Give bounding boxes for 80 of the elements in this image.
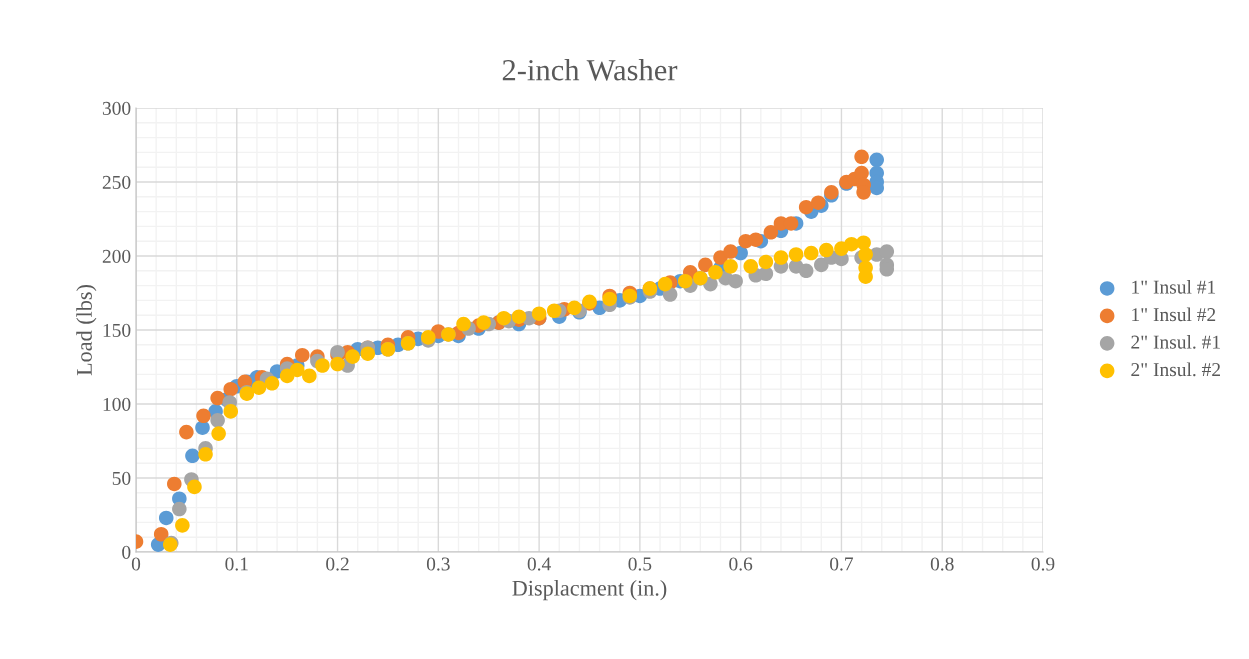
y-tick-label: 100: [103, 397, 131, 411]
point: [179, 424, 194, 440]
x-tick-label: 0.4: [527, 557, 551, 571]
point: [854, 165, 869, 181]
x-axis-title: Displacment (in.): [512, 580, 667, 601]
point: [814, 257, 829, 273]
legend-label: 2" Insul. #2: [1131, 362, 1220, 377]
point: [330, 356, 345, 372]
x-tick-label: 0: [131, 557, 141, 571]
x-tick-label: 0.1: [225, 557, 248, 571]
point: [158, 510, 174, 526]
x-tick-label: 0.6: [729, 557, 753, 571]
chart-title: 2-inch Washer: [502, 59, 678, 81]
point: [172, 501, 187, 517]
point: [869, 152, 884, 168]
point: [856, 235, 871, 250]
point: [456, 316, 471, 332]
point: [788, 247, 804, 262]
point: [196, 408, 211, 424]
point: [773, 250, 789, 265]
y-tick-label: 50: [112, 471, 131, 485]
point: [175, 518, 190, 533]
point: [185, 448, 200, 464]
point: [531, 306, 547, 321]
point: [496, 310, 512, 326]
legend-label: 2" Insul. #1: [1131, 334, 1220, 349]
point: [758, 254, 774, 270]
x-tick-label: 0.7: [830, 557, 854, 571]
legend-label: 1" Insul #2: [1132, 307, 1216, 322]
y-tick-label: 0: [122, 545, 131, 559]
point: [748, 232, 764, 247]
point: [858, 247, 873, 262]
point: [302, 368, 317, 384]
point: [854, 149, 869, 165]
x-tick-label: 0.9: [1031, 557, 1055, 571]
point: [798, 263, 814, 279]
point: [819, 242, 834, 258]
point: [879, 244, 895, 259]
y-tick-label: 250: [102, 175, 131, 189]
point: [360, 346, 376, 361]
point: [187, 479, 202, 495]
x-tick-label: 0.8: [930, 557, 954, 571]
point: [728, 273, 743, 289]
point: [567, 300, 582, 316]
point: [723, 244, 738, 259]
point: [211, 426, 226, 441]
y-tick-label: 200: [102, 249, 131, 263]
point: [264, 376, 280, 391]
point: [798, 199, 814, 215]
point: [295, 347, 310, 363]
point: [223, 404, 239, 419]
point: [210, 390, 225, 406]
point: [708, 265, 723, 280]
point: [677, 273, 693, 289]
x-tick-label: 0.2: [326, 557, 349, 571]
point: [210, 413, 225, 428]
point: [810, 195, 826, 210]
y-tick-label: 150: [103, 323, 131, 337]
point: [345, 349, 360, 364]
point: [198, 447, 213, 462]
point: [289, 362, 305, 378]
point: [476, 315, 491, 330]
point: [167, 476, 182, 492]
legend-label: 1" Insul #1: [1132, 280, 1216, 294]
point: [723, 259, 738, 274]
point: [546, 303, 562, 319]
point: [657, 276, 673, 292]
point: [844, 236, 859, 252]
point: [315, 358, 330, 373]
point: [803, 245, 819, 261]
point: [153, 526, 169, 542]
y-tick-label: 300: [102, 101, 131, 115]
point: [763, 225, 779, 240]
point: [698, 257, 713, 273]
point: [743, 259, 759, 274]
point: [251, 380, 267, 395]
point: [223, 381, 239, 397]
y-axis-title: Load (lbs): [76, 285, 97, 376]
x-tick-label: 0.3: [426, 557, 450, 571]
x-tick-label: 0.5: [628, 557, 652, 571]
